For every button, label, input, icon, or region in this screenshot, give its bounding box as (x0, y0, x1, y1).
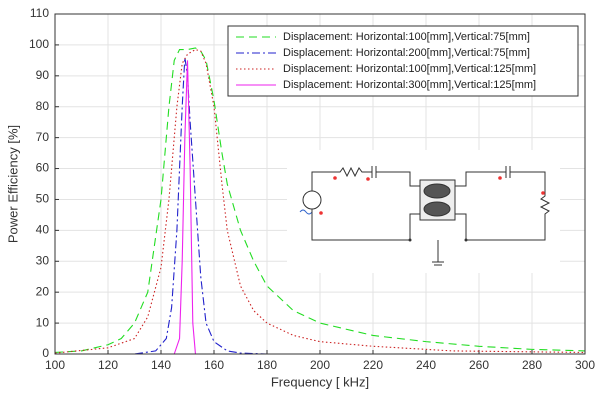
x-tick-label: 200 (310, 358, 330, 372)
y-tick-label: 60 (36, 161, 50, 175)
y-tick-label: 50 (36, 192, 50, 206)
y-tick-label: 80 (36, 99, 50, 113)
x-tick-label: 280 (522, 358, 542, 372)
y-tick-label: 30 (36, 253, 50, 267)
circuit-inset (287, 150, 560, 273)
y-axis-label: Power Efficiency [%] (5, 125, 20, 243)
legend-label: Displacement: Horizontal:300[mm],Vertica… (283, 79, 536, 91)
legend-label: Displacement: Horizontal:100[mm],Vertica… (283, 31, 530, 43)
y-tick-label: 70 (36, 130, 50, 144)
y-tick-label: 100 (29, 37, 49, 51)
legend: Displacement: Horizontal:100[mm],Vertica… (228, 26, 578, 96)
legend-label: Displacement: Horizontal:100[mm],Vertica… (283, 63, 536, 75)
x-tick-label: 300 (575, 358, 595, 372)
y-tick-label: 110 (30, 6, 49, 20)
y-tick-label: 40 (36, 223, 50, 237)
x-tick-label: 260 (469, 358, 489, 372)
y-tick-label: 20 (36, 284, 50, 298)
legend-label: Displacement: Horizontal:200[mm],Vertica… (283, 47, 530, 59)
x-tick-label: 160 (204, 358, 224, 372)
x-tick-label: 240 (416, 358, 436, 372)
x-tick-label: 100 (45, 358, 65, 372)
y-tick-label: 0 (42, 346, 49, 360)
x-tick-label: 220 (363, 358, 383, 372)
chart: Displacement: Horizontal:100[mm],Vertica… (0, 0, 601, 398)
y-tick-label: 10 (36, 315, 50, 329)
x-tick-label: 180 (257, 358, 277, 372)
x-axis-label: Frequency [ kHz] (271, 374, 369, 389)
x-tick-label: 140 (151, 358, 171, 372)
x-tick-label: 120 (98, 358, 118, 372)
y-tick-label: 90 (36, 68, 50, 82)
